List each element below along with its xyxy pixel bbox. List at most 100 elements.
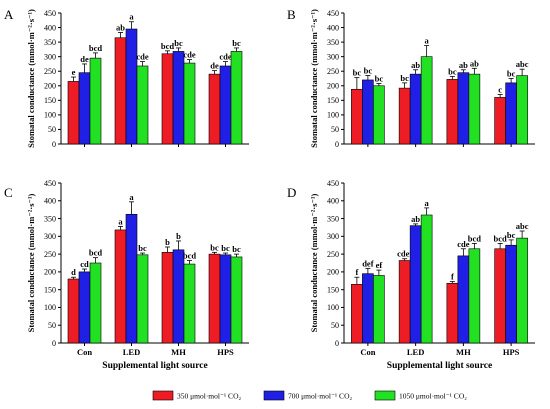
significance-letter: cde xyxy=(183,50,196,60)
panel-label: B xyxy=(287,7,296,22)
bar xyxy=(89,262,102,344)
y-tick-label: 450 xyxy=(44,9,56,18)
y-tick-label: 200 xyxy=(327,82,339,91)
y-tick-label: 450 xyxy=(327,179,339,188)
x-tick-label: LED xyxy=(123,347,140,357)
x-axis-label: Supplemental light source xyxy=(102,361,207,371)
significance-letter: ab xyxy=(470,58,479,68)
y-tick-label: 200 xyxy=(327,268,339,277)
significance-letter: a xyxy=(129,12,134,22)
significance-letter: bc xyxy=(507,230,516,240)
bar xyxy=(172,249,185,344)
bar xyxy=(230,256,243,344)
significance-letter: a xyxy=(425,198,430,208)
significance-letter: bcd xyxy=(89,248,103,258)
y-axis-label: Stomatal conductance (mmol·m⁻²·s⁻¹) xyxy=(309,9,319,148)
y-tick-label: 50 xyxy=(48,321,56,330)
bar xyxy=(208,253,221,344)
bar xyxy=(161,252,174,344)
bar xyxy=(351,284,363,344)
y-tick-label: 200 xyxy=(44,268,56,277)
significance-letter: bcd xyxy=(183,251,197,261)
y-tick-label: 50 xyxy=(331,125,339,134)
bar xyxy=(78,271,91,344)
significance-letter: bc xyxy=(232,244,241,254)
bar xyxy=(398,87,411,145)
bar xyxy=(114,229,127,344)
y-axis-label: Stomatal conductance (mmol·m⁻²·s⁻¹) xyxy=(309,193,319,332)
y-tick-label: 150 xyxy=(44,285,56,294)
significance-letter: bc xyxy=(138,243,147,253)
legend-swatch xyxy=(374,390,396,401)
y-tick-label: 50 xyxy=(331,321,339,330)
significance-letter: bcd xyxy=(468,233,482,243)
bar xyxy=(172,51,185,145)
significance-letter: a xyxy=(129,192,134,202)
bar xyxy=(136,65,149,145)
bar xyxy=(494,248,506,344)
bar xyxy=(219,65,232,145)
y-tick-label: 0 xyxy=(335,140,339,149)
y-tick-label: 250 xyxy=(327,250,339,259)
significance-letter: d xyxy=(71,267,76,277)
bar xyxy=(457,72,470,145)
bar xyxy=(183,263,196,344)
x-axis-label: Supplemental light source xyxy=(387,361,492,371)
y-tick-label: 250 xyxy=(44,67,56,76)
y-tick-label: 300 xyxy=(327,232,339,241)
y-axis-label: Stomatal conductance (mmol·m⁻²·s⁻¹) xyxy=(26,9,36,148)
y-tick-label: 400 xyxy=(327,197,339,206)
bar xyxy=(468,73,481,145)
significance-letter: bc xyxy=(507,69,516,79)
bar xyxy=(125,28,138,145)
x-tick-label: MH xyxy=(456,347,471,357)
bar xyxy=(409,225,422,344)
bar xyxy=(67,81,80,145)
y-tick-label: 100 xyxy=(44,111,56,120)
bar xyxy=(516,237,528,344)
bar xyxy=(468,248,481,344)
y-tick-label: 300 xyxy=(327,52,339,61)
significance-letter: cde xyxy=(136,52,149,62)
bar xyxy=(362,273,374,344)
significance-letter: abc xyxy=(516,59,529,69)
y-tick-label: 0 xyxy=(52,339,56,348)
legend-entry: 700 μmol·mol⁻¹ CO₂ xyxy=(288,392,352,401)
bar xyxy=(420,56,433,145)
bar xyxy=(409,73,422,145)
y-tick-label: 400 xyxy=(44,23,56,32)
bar xyxy=(208,73,221,145)
significance-letter: bc xyxy=(364,66,373,76)
significance-letter: bc xyxy=(448,66,457,76)
y-tick-label: 350 xyxy=(327,38,339,47)
y-tick-label: 400 xyxy=(44,197,56,206)
bar xyxy=(505,82,517,145)
legend-entry: 1050 μmol·mol⁻¹ CO₂ xyxy=(399,392,467,401)
bar xyxy=(446,282,459,344)
bar xyxy=(114,37,127,145)
significance-letter: ab xyxy=(411,60,420,70)
y-tick-label: 300 xyxy=(44,232,56,241)
bar xyxy=(373,275,385,344)
bar xyxy=(398,260,411,344)
bar xyxy=(230,51,243,145)
significance-letter: ab xyxy=(116,23,125,33)
y-tick-label: 250 xyxy=(44,250,56,259)
significance-letter: bcd xyxy=(89,43,103,53)
significance-letter: ab xyxy=(411,214,420,224)
y-tick-label: 100 xyxy=(44,303,56,312)
panel-D: D 0 50 100 150 200 250 300 350 400 450 Stomatal con… xyxy=(287,179,535,371)
y-tick-label: 450 xyxy=(327,9,339,18)
y-tick-label: 150 xyxy=(327,96,339,105)
y-tick-label: 150 xyxy=(327,285,339,294)
y-tick-label: 0 xyxy=(335,339,339,348)
bar xyxy=(420,214,433,344)
significance-letter: abc xyxy=(516,221,529,231)
legend: 350 μmol·mol⁻¹ CO₂ 700 μmol·mol⁻¹ CO₂ 1050… xyxy=(152,390,467,401)
bar xyxy=(446,79,459,145)
significance-letter: cde xyxy=(457,239,470,249)
bar xyxy=(494,97,506,145)
y-tick-label: 350 xyxy=(327,214,339,223)
bar xyxy=(505,244,517,344)
